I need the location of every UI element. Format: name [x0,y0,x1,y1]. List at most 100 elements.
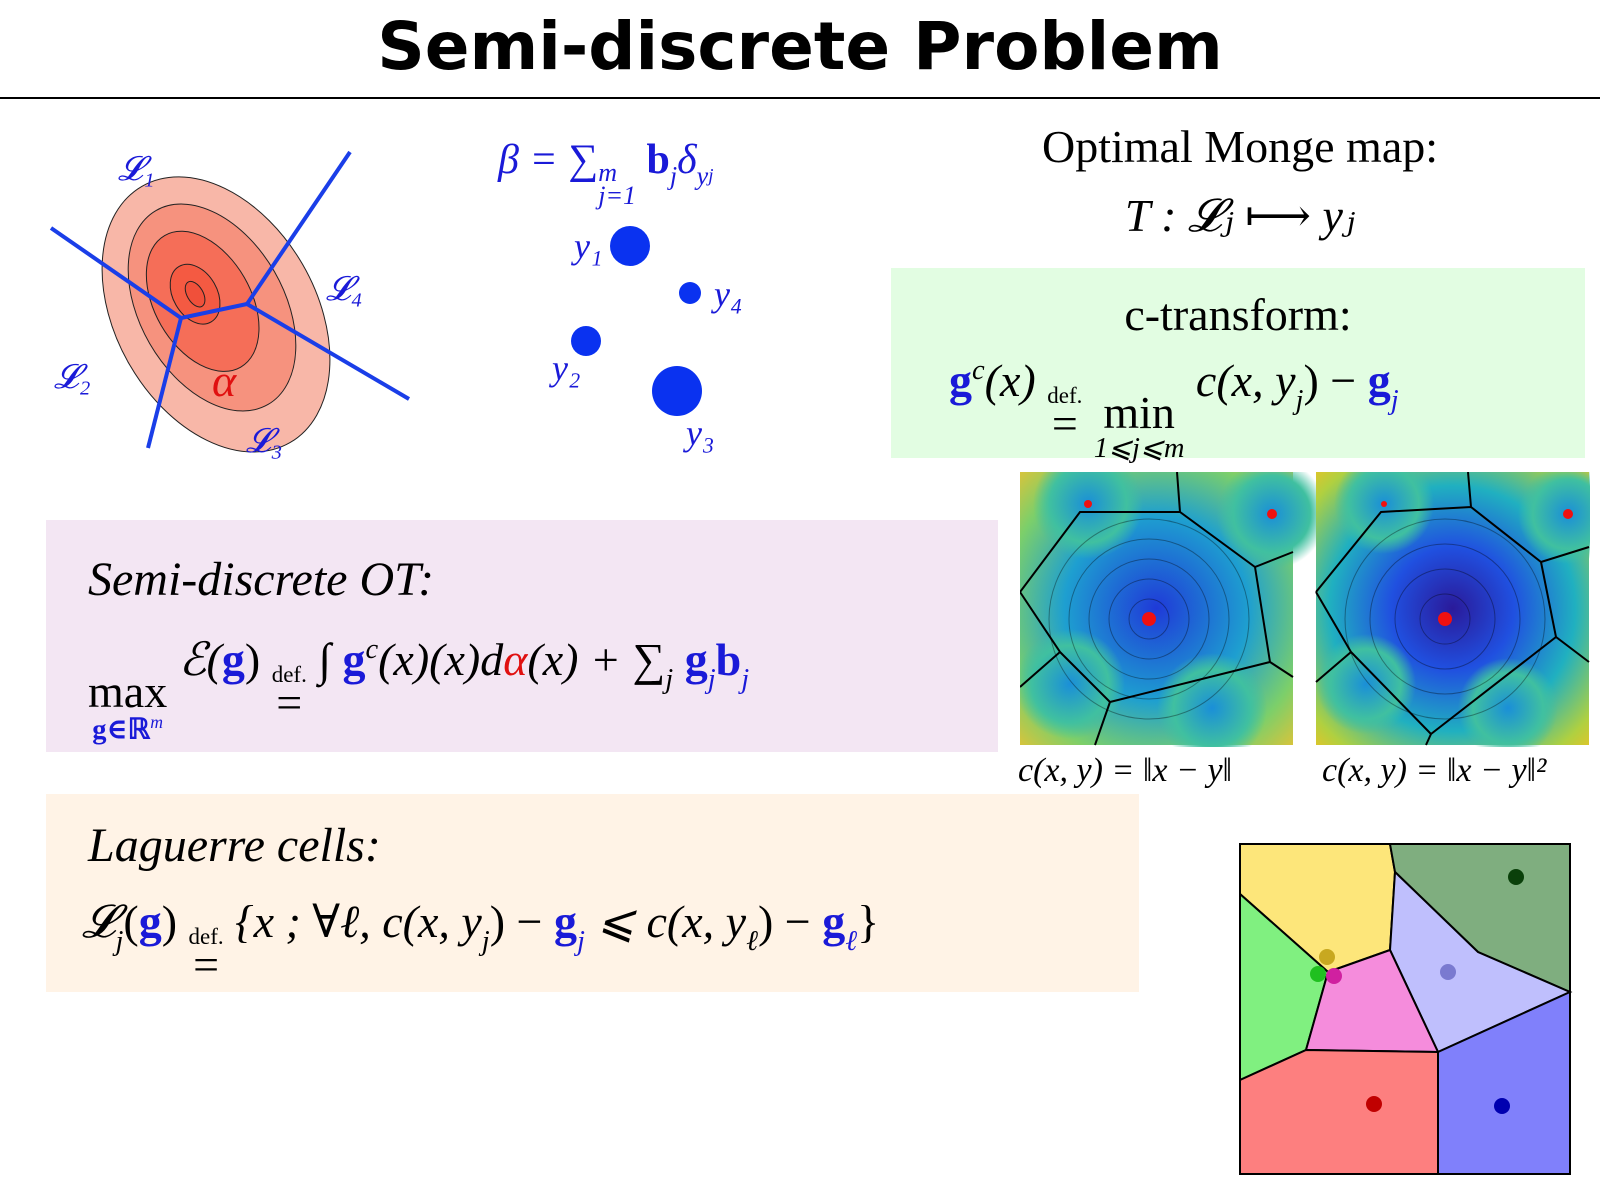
laguerre-diagram [1239,843,1573,1175]
formula-part: } [857,896,880,947]
laguerre-formula: 𝓛j(g) def. = {x ; ∀ℓ, c(x, yj) − gj ⩽ c(x… [82,894,880,990]
formula-part: α [503,634,528,685]
formula-part: c(x, y [1184,355,1296,406]
formula-part: ⩽ c(x, y [584,896,747,947]
slide-title: Semi-discrete Problem [377,8,1223,85]
cell-label: 𝓛₁ [118,151,155,188]
formula-part: j [1295,384,1304,416]
formula-part: ) [244,634,272,685]
formula-part: g [1367,355,1391,406]
monge-heading: Optimal Monge map: [1041,121,1439,172]
formula-part: g [342,634,366,685]
formula-part: ) − [489,896,554,947]
def-equals: def. = [1047,382,1083,449]
formula-part: j [577,925,585,957]
formula-part: g∈ℝm [92,711,163,746]
c-transform-box: c-transform: gc(x) def. = min 1⩽j⩽m c(x, y… [891,268,1585,463]
formula-part: g∈ℝ [92,714,151,746]
ot-heading: Semi-discrete OT: [88,553,435,606]
ot-formula: max g∈ℝm ℰ(g) def. = ∫ gc(x)(x)dα(x) + ∑j … [88,632,749,744]
formula-part: (x) + ∑ [527,634,666,685]
formula-part: ℰ( [167,634,222,685]
formula-part: g [554,896,577,947]
cost-caption: c(x, y) = ‖x − y‖ [1018,752,1233,789]
formula-part: ) − [757,896,823,947]
formula-part: j [1390,384,1399,416]
monge-formula: T : 𝓛ⱼ ⟼ yⱼ [1124,190,1356,241]
formula-part: def. [188,923,224,949]
formula-part: min [1103,387,1175,439]
formula-part: y [696,161,709,191]
cost-caption: c(x, y) = ‖x − y‖² [1322,752,1547,789]
sum-limits: m j=1 [598,157,637,211]
formula-part: b [715,634,742,685]
formula-part: c [365,633,379,665]
def-equals: def. = [271,661,307,728]
formula-part: g [949,355,972,406]
point-label: y₂ [549,348,581,388]
laguerre-cells [1239,843,1573,1175]
point-label: y₃ [683,413,715,453]
formula-part: c [972,354,985,386]
formula-part: ) − [1303,355,1368,406]
measure-formula: β = ∑ m j=1 bjδyj [498,136,714,211]
formula-part: = [193,938,220,990]
formula-part: ℓ [845,925,858,957]
formula-part: g [673,634,708,685]
title-rule [0,97,1600,99]
formula-part: 𝓛 [82,896,116,947]
formula-part: δ [677,137,697,183]
max-operator: max g∈ℝm [88,666,168,746]
c-transform-formula: gc(x) def. = min 1⩽j⩽m c(x, yj) − gj [949,354,1399,464]
formula-part: ) [161,896,189,947]
formula-part: ∫ [306,634,343,685]
formula-part: def. [1047,382,1083,408]
formula-part: b [646,137,670,183]
formula-part: j [707,663,716,695]
formula-part: j [708,165,714,187]
formula-part: def. [271,661,307,687]
laguerre-box: Laguerre cells: 𝓛j(g) def. = {x ; ∀ℓ, c(x… [46,794,1139,992]
cost-heatmaps [1020,472,1590,747]
formula-part: {x ; ∀ℓ, c(x, y [223,896,482,947]
def-equals: def. = [188,923,224,990]
formula-part: = [276,676,303,728]
semi-discrete-ot-box: Semi-discrete OT: max g∈ℝm ℰ(g) def. = ∫ g… [46,520,998,752]
formula-part: g [822,896,846,947]
formula-part: (x)(x)d [378,634,504,685]
density-label: α [212,355,237,406]
formula-part: 1⩽j⩽m [1093,432,1185,464]
formula-part: j [481,925,490,957]
formula-part: = [1051,397,1078,449]
c-transform-heading: c-transform: [1124,289,1352,340]
formula-part: β = [498,137,569,183]
density-diagram: 𝓛₁ 𝓛₂ 𝓛₃ 𝓛₄ α [49,150,411,460]
formula-part: g [221,634,245,685]
cell-label: 𝓛₃ [246,423,283,460]
points [571,226,702,416]
formula-part: ( [123,896,139,947]
formula-part: m [598,157,618,187]
cell-label: 𝓛₂ [54,359,91,396]
formula-part: (x) [984,355,1048,406]
formula-part: ℓ [746,925,758,957]
formula-part: j [741,663,750,695]
laguerre-heading: Laguerre cells: [88,819,381,872]
formula-part: max [88,666,168,718]
discrete-points: y₁ y₂ y₃ y₄ [549,226,743,453]
formula-part: j [669,161,678,191]
formula-part: j [665,663,674,695]
formula-part: m [150,711,163,732]
formula-part: j [115,925,124,957]
heatmap-l1 [1020,472,1327,747]
formula-part: ∑ [568,137,599,183]
formula-part: g [138,896,162,947]
formula-part: j=1 [598,181,637,211]
laguerre-sites [1310,869,1524,1114]
cell-label: 𝓛₄ [326,271,363,308]
cell-boundaries [49,150,411,449]
point-label: y₁ [571,226,603,266]
min-operator: min 1⩽j⩽m [1093,387,1185,464]
